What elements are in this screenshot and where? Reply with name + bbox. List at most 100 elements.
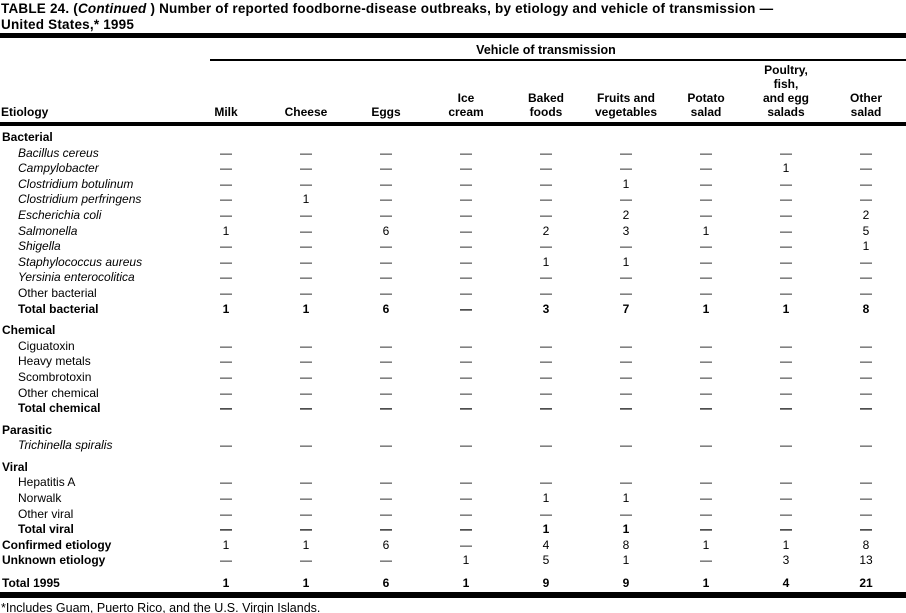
- cell: —: [700, 401, 712, 416]
- footnote: *Includes Guam, Puerto Rico, and the U.S…: [1, 601, 321, 613]
- cell: —: [860, 385, 872, 400]
- cell: —: [700, 161, 712, 176]
- cell: —: [460, 385, 472, 400]
- cell: —: [460, 475, 472, 490]
- cell: 1: [302, 537, 310, 552]
- cell: —: [860, 401, 872, 416]
- cell: —: [220, 354, 232, 369]
- cell: —: [220, 385, 232, 400]
- cell: —: [700, 475, 712, 490]
- row-label: Heavy metals: [18, 354, 91, 369]
- spanner-header: Vehicle of transmission: [476, 43, 616, 57]
- cell: —: [460, 301, 472, 316]
- cell: 1: [222, 576, 230, 591]
- cell: 1: [542, 491, 550, 506]
- cell: —: [380, 254, 392, 269]
- cell: —: [300, 176, 312, 191]
- cell: —: [860, 338, 872, 353]
- cell: —: [300, 438, 312, 453]
- cell: —: [620, 239, 632, 254]
- row-label: Hepatitis A: [18, 475, 76, 490]
- cell: —: [860, 475, 872, 490]
- cell: —: [540, 438, 552, 453]
- column-header-4: Ice cream: [448, 91, 484, 119]
- cell: —: [620, 401, 632, 416]
- cell: —: [380, 285, 392, 300]
- cell: —: [220, 207, 232, 222]
- row-label: Parasitic: [2, 422, 53, 437]
- table-row: Unknown etiology — — — 1 5 1 — 3 13: [0, 553, 906, 569]
- table-row: Total bacterial 1 1 6—3 7 1 1 8: [0, 302, 906, 318]
- cell: —: [700, 270, 712, 285]
- cell: —: [300, 401, 312, 416]
- cell: 8: [862, 301, 870, 316]
- row-label: Escherichia coli: [18, 207, 102, 222]
- row-label: Yersinia enterocolitica: [18, 270, 135, 285]
- row-label: Bacillus cereus: [18, 145, 99, 160]
- cell: —: [620, 369, 632, 384]
- table-row: Hepatitis A — — — — — — — — —: [0, 475, 906, 491]
- row-label: Viral: [2, 459, 28, 474]
- cell: —: [380, 506, 392, 521]
- table-row: Scombrotoxin — — — — — — — — —: [0, 370, 906, 386]
- cell: —: [220, 254, 232, 269]
- cell: 2: [862, 207, 870, 222]
- row-label: Clostridium perfringens: [18, 192, 142, 207]
- cell: —: [380, 385, 392, 400]
- cell: —: [460, 176, 472, 191]
- table-row: Escherichia coli — — — — — 2 — — 2: [0, 208, 906, 224]
- cell: —: [780, 338, 792, 353]
- cell: 1: [302, 576, 310, 591]
- cell: —: [700, 192, 712, 207]
- cell: —: [860, 145, 872, 160]
- cell: —: [860, 491, 872, 506]
- cell: —: [220, 176, 232, 191]
- cell: —: [860, 161, 872, 176]
- table-row: Other bacterial — — — — — — — — —: [0, 286, 906, 302]
- cell: —: [540, 369, 552, 384]
- cell: —: [780, 192, 792, 207]
- cell: 6: [382, 537, 390, 552]
- cell: 8: [862, 537, 870, 552]
- cell: —: [380, 369, 392, 384]
- cell: 1: [862, 239, 870, 254]
- cell: —: [860, 176, 872, 191]
- cell: —: [460, 192, 472, 207]
- cell: 1: [222, 223, 230, 238]
- row-label: Unknown etiology: [2, 553, 106, 568]
- cell: —: [700, 491, 712, 506]
- cell: —: [380, 192, 392, 207]
- cell: 1: [702, 223, 710, 238]
- table-row: Clostridium perfringens — 1 — — — — — — —: [0, 192, 906, 208]
- cell: —: [460, 354, 472, 369]
- cell: —: [700, 254, 712, 269]
- row-label: Total viral: [18, 522, 74, 537]
- row-label: Other bacterial: [18, 285, 97, 300]
- cell: —: [860, 522, 872, 537]
- cell: 3: [542, 301, 550, 316]
- cell: —: [380, 338, 392, 353]
- bottom-divider: [0, 592, 906, 598]
- table-row: Clostridium botulinum — — — — — 1 — — —: [0, 177, 906, 193]
- cell: —: [620, 192, 632, 207]
- title-text-suffix: ) Number of reported foodborne-disease o…: [146, 1, 774, 16]
- cell: —: [540, 192, 552, 207]
- cell: —: [460, 254, 472, 269]
- row-label: Shigella: [18, 239, 61, 254]
- cell: —: [860, 254, 872, 269]
- cell: —: [380, 475, 392, 490]
- cell: —: [620, 354, 632, 369]
- cell: 1: [462, 553, 470, 568]
- cell: 6: [382, 223, 390, 238]
- cell: 1: [702, 301, 710, 316]
- cell: 4: [782, 576, 790, 591]
- cell: 6: [382, 576, 390, 591]
- cell: —: [460, 401, 472, 416]
- cell: —: [620, 285, 632, 300]
- cell: —: [780, 506, 792, 521]
- row-label: Total bacterial: [18, 301, 99, 316]
- cell: —: [540, 285, 552, 300]
- column-header-8: Poultry, fish, and egg salads: [762, 63, 809, 119]
- cell: —: [380, 145, 392, 160]
- cell: 1: [462, 576, 470, 591]
